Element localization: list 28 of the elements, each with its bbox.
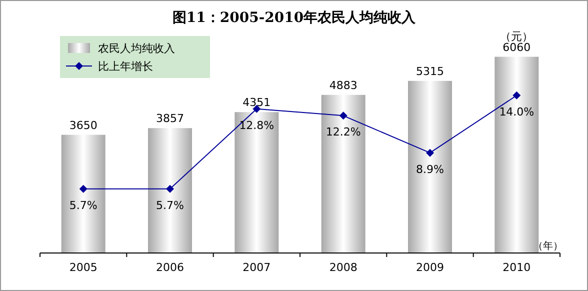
data-label: 5315 — [416, 64, 444, 78]
legend-label: 农民人均纯收入 — [98, 42, 175, 55]
data-label: 14.0% — [499, 105, 534, 118]
point — [166, 184, 174, 193]
x-tick-label: 2006 — [156, 261, 184, 274]
x-tick-label: 2007 — [242, 261, 271, 274]
data-label: 12.8% — [239, 118, 274, 132]
x-tick-label: 2010 — [502, 261, 531, 274]
data-label: 6060 — [502, 40, 531, 54]
x-tick-label: 2005 — [69, 261, 98, 274]
point — [339, 112, 348, 120]
data-label: 5.7% — [156, 198, 184, 212]
data-label: 3857 — [156, 112, 184, 126]
data-label: 4351 — [242, 96, 271, 110]
point — [426, 148, 434, 157]
x-tick-label: 2008 — [329, 261, 358, 274]
data-label: 5.7% — [69, 198, 98, 212]
annotation: （年） — [533, 240, 563, 252]
point — [79, 184, 88, 193]
data-label: 12.2% — [326, 126, 361, 139]
text: （元） — [500, 30, 534, 43]
data-label: 4883 — [329, 78, 358, 92]
point — [512, 91, 521, 100]
data-label: 8.9% — [416, 162, 444, 176]
chart-title: 图11：2005-2010年农民人均纯收入 — [172, 10, 417, 26]
legend-label: 比上年增长 — [98, 60, 153, 73]
x-tick-label: 2009 — [416, 261, 444, 274]
data-label: 3650 — [69, 118, 98, 132]
